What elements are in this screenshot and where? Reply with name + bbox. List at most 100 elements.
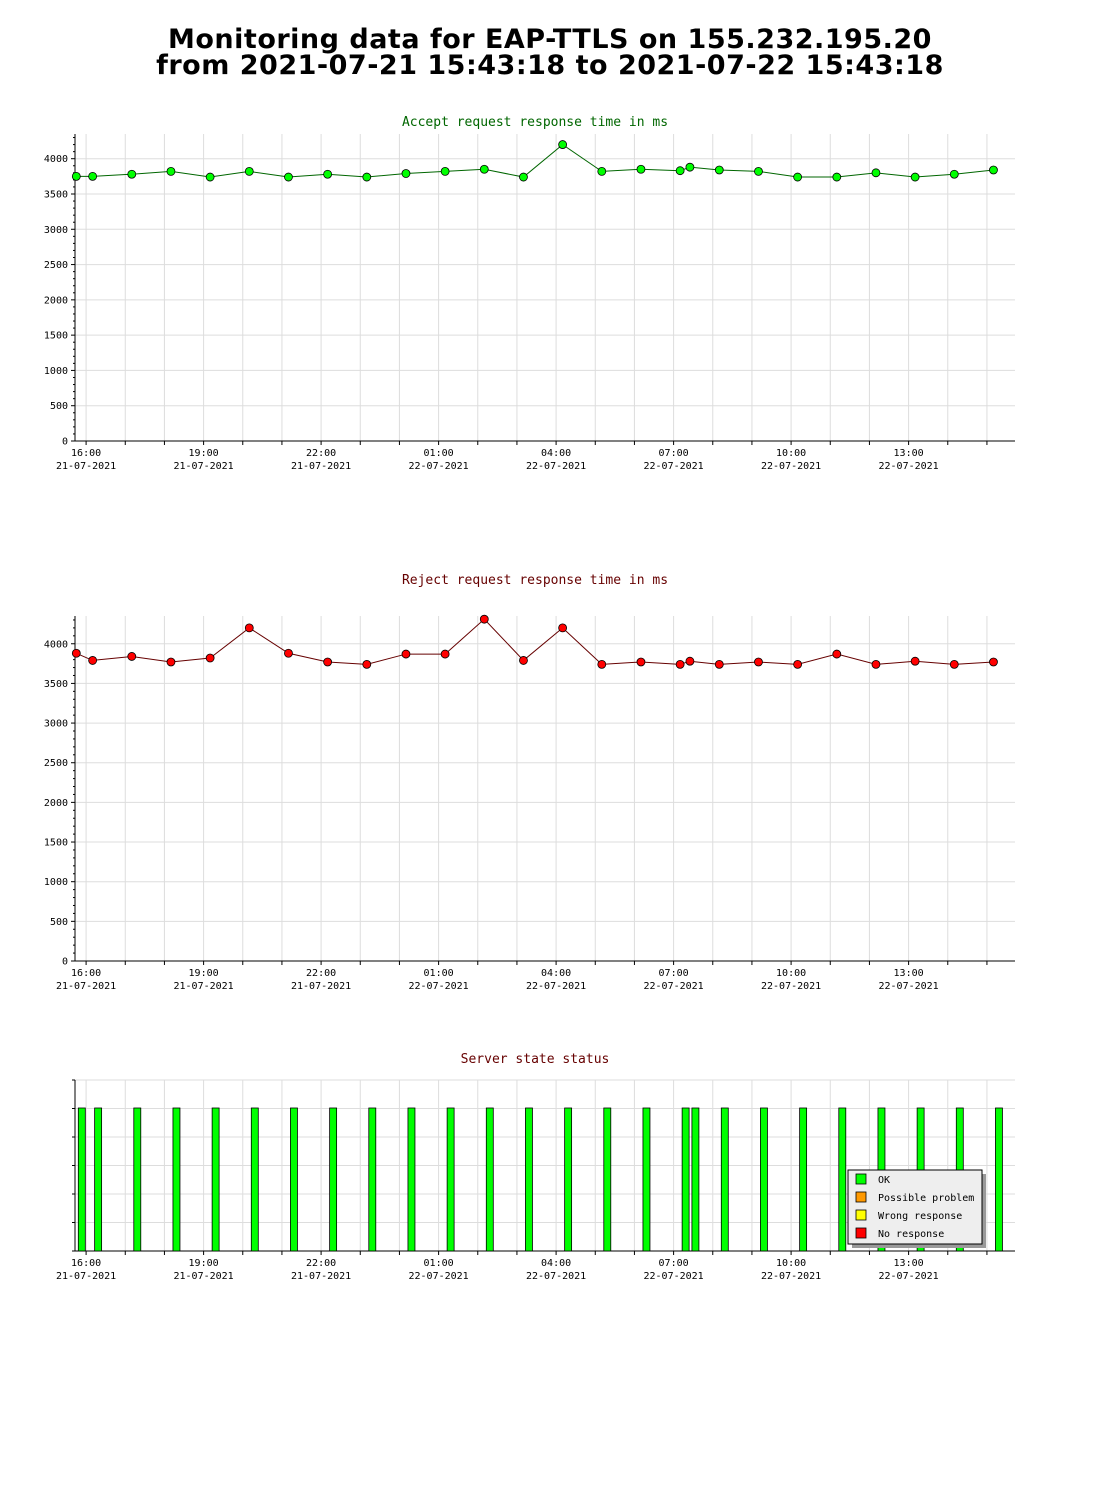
reject-y-tick-label: 2500 xyxy=(44,758,68,769)
status-chart-title: Server state status xyxy=(461,1052,610,1067)
accept-data-point xyxy=(401,169,411,178)
reject-chart-title: Reject request response time in ms xyxy=(402,573,668,588)
legend-box xyxy=(847,1169,983,1245)
accept-x-tick-date: 22-07-2021 xyxy=(643,461,703,472)
reject-y-tick-label: 500 xyxy=(50,917,68,928)
legend-label: No response xyxy=(878,1229,944,1240)
accept-x-tick-time: 07:00 xyxy=(659,448,689,459)
status-bar xyxy=(564,1107,573,1252)
accept-x-tick-time: 04:00 xyxy=(541,448,571,459)
page-title-line-1: Monitoring data for EAP-TTLS on 155.232.… xyxy=(168,24,932,55)
accept-y-tick-label: 4000 xyxy=(44,154,68,165)
accept-y-tick-label: 1000 xyxy=(44,366,68,377)
status-bar xyxy=(94,1107,103,1252)
reject-series-line xyxy=(76,618,994,665)
status-x-tick-date: 22-07-2021 xyxy=(643,1271,703,1282)
accept-data-point xyxy=(71,171,81,181)
accept-y-tick-label: 2500 xyxy=(44,260,68,271)
legend-swatch xyxy=(855,1227,867,1239)
accept-x-tick-time: 01:00 xyxy=(424,448,454,459)
accept-data-point xyxy=(714,165,724,175)
reject-data-point xyxy=(949,659,959,669)
legend-swatch xyxy=(855,1191,867,1203)
accept-data-point xyxy=(479,164,489,174)
reject-data-point xyxy=(910,656,920,666)
page-title-line-2: from 2021-07-21 15:43:18 to 2021-07-22 1… xyxy=(156,50,944,81)
accept-data-point xyxy=(205,172,215,182)
accept-x-tick-time: 13:00 xyxy=(894,448,924,459)
reject-data-point xyxy=(832,649,842,659)
reject-data-point xyxy=(440,649,450,659)
status-bar xyxy=(799,1107,808,1252)
reject-data-point xyxy=(127,652,137,661)
reject-data-point xyxy=(284,648,293,658)
accept-data-point xyxy=(519,172,528,182)
accept-data-point xyxy=(871,168,881,178)
status-x-tick-date: 21-07-2021 xyxy=(173,1271,233,1282)
status-x-tick-time: 04:00 xyxy=(541,1258,571,1269)
reject-x-tick-time: 22:00 xyxy=(306,968,336,979)
status-bar xyxy=(133,1107,142,1252)
status-bar xyxy=(290,1107,298,1252)
reject-y-tick-label: 3500 xyxy=(44,679,68,690)
status-bar xyxy=(603,1107,612,1252)
status-bar xyxy=(720,1107,729,1252)
accept-data-point xyxy=(636,164,646,174)
status-x-tick-time: 13:00 xyxy=(894,1258,924,1269)
status-bar xyxy=(485,1107,494,1252)
accept-x-tick-time: 16:00 xyxy=(71,448,101,459)
status-bar xyxy=(681,1107,690,1252)
status-bar xyxy=(329,1107,338,1252)
accept-data-point xyxy=(284,172,293,182)
accept-data-point xyxy=(127,169,137,179)
status-x-tick-date: 21-07-2021 xyxy=(56,1271,116,1282)
accept-data-point xyxy=(989,165,998,175)
status-bar xyxy=(838,1107,847,1252)
reject-data-point xyxy=(675,659,685,669)
status-x-tick-time: 10:00 xyxy=(776,1258,806,1269)
reject-x-tick-date: 22-07-2021 xyxy=(643,981,703,992)
reject-x-tick-time: 07:00 xyxy=(659,968,689,979)
accept-x-tick-date: 21-07-2021 xyxy=(291,461,351,472)
reject-x-tick-time: 01:00 xyxy=(424,968,454,979)
reject-data-point xyxy=(754,657,763,667)
reject-x-tick-time: 04:00 xyxy=(541,968,571,979)
accept-data-point xyxy=(754,167,763,176)
accept-data-point xyxy=(166,167,176,176)
reject-data-point xyxy=(71,648,81,658)
reject-x-tick-time: 19:00 xyxy=(189,968,219,979)
reject-data-point xyxy=(205,653,215,663)
accept-x-tick-date: 22-07-2021 xyxy=(878,461,938,472)
status-bar xyxy=(642,1107,651,1252)
status-x-tick-time: 22:00 xyxy=(306,1258,336,1269)
accept-x-tick-time: 10:00 xyxy=(776,448,806,459)
reject-data-point xyxy=(793,659,803,669)
accept-data-point xyxy=(793,172,803,182)
status-x-tick-date: 21-07-2021 xyxy=(291,1271,351,1282)
reject-y-tick-label: 2000 xyxy=(44,798,68,809)
reject-data-point xyxy=(88,656,98,665)
legend-swatch xyxy=(855,1173,867,1185)
reject-data-point xyxy=(244,623,254,633)
reject-y-tick-label: 3000 xyxy=(44,719,68,730)
status-bar xyxy=(250,1107,259,1252)
status-bar xyxy=(760,1107,768,1252)
accept-data-point xyxy=(597,167,607,176)
accept-data-point xyxy=(910,172,920,182)
accept-data-point xyxy=(558,140,568,149)
reject-data-point xyxy=(479,614,489,624)
accept-data-point xyxy=(440,167,450,176)
accept-y-tick-label: 2000 xyxy=(44,295,68,306)
reject-x-tick-time: 10:00 xyxy=(776,968,806,979)
accept-data-point xyxy=(88,171,98,181)
status-bar xyxy=(368,1107,377,1252)
accept-chart-title: Accept request response time in ms xyxy=(402,115,668,130)
status-legend: OK Possible problem Wrong response No respo… xyxy=(847,1169,986,1248)
reject-y-tick-label: 1000 xyxy=(44,877,68,888)
accept-y-tick-label: 0 xyxy=(62,437,68,448)
reject-y-tick-label: 0 xyxy=(62,957,68,968)
status-x-tick-time: 16:00 xyxy=(71,1258,101,1269)
accept-x-tick-time: 19:00 xyxy=(189,448,219,459)
reject-data-point xyxy=(685,656,695,666)
status-bar xyxy=(407,1107,416,1252)
